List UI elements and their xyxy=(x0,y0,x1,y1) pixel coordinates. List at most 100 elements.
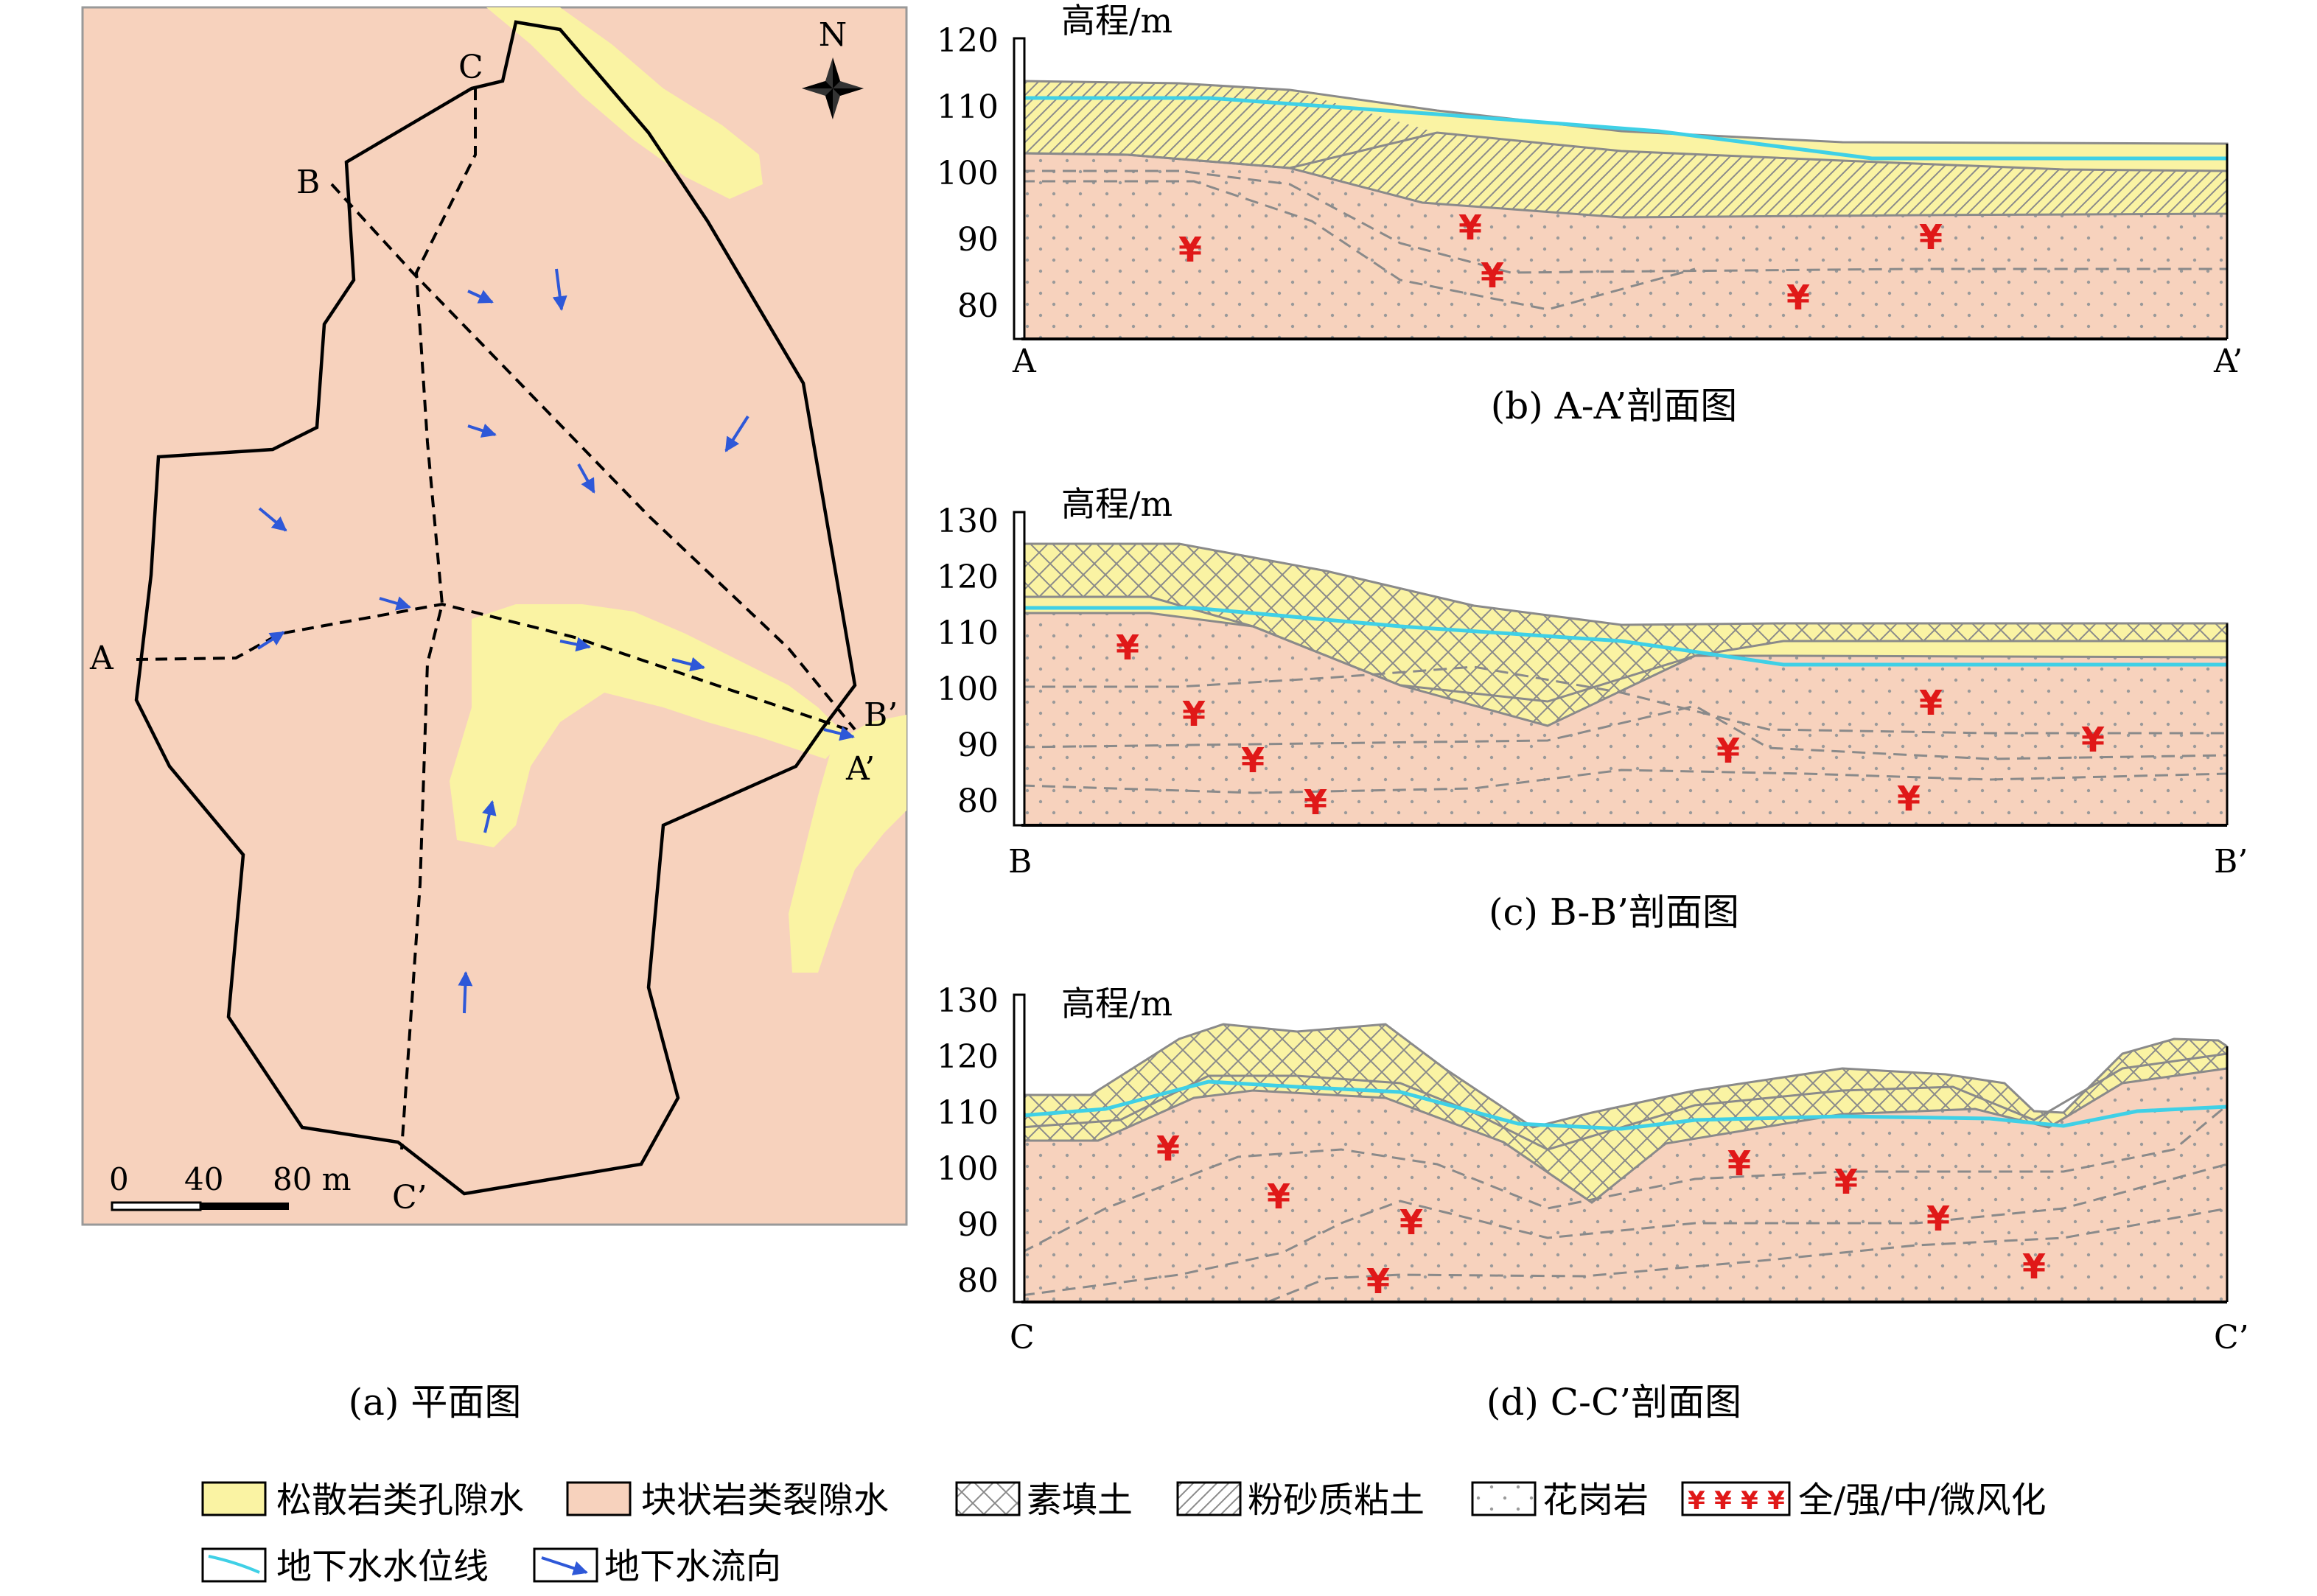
caption-section-a: (b) A-A’剖面图 xyxy=(1491,385,1738,427)
weathering-symbol: ¥ xyxy=(1458,208,1482,248)
section-start-label: A xyxy=(1012,343,1037,380)
weathering-symbol: ¥ xyxy=(1156,1129,1180,1169)
tick-label: 100 xyxy=(937,155,999,192)
fill-soil-a xyxy=(1021,81,2227,171)
plan-label-b-end: B’ xyxy=(864,696,898,734)
legend-label-weather: 全/强/中/微风化 xyxy=(1798,1480,2047,1521)
tick-label: 120 xyxy=(937,559,999,596)
plan-label-c: C xyxy=(458,49,483,86)
bedrock-pattern-c xyxy=(1021,1068,2227,1302)
section-labels-b: 高程/m 130 120 110 100 90 80 B B’ (c) B-B’… xyxy=(937,484,2248,934)
tick-label: 80 xyxy=(957,287,999,325)
weathering-symbol: ¥ xyxy=(1919,217,1943,257)
caption-section-b: (c) B-B’剖面图 xyxy=(1489,891,1739,934)
tick-label: 120 xyxy=(937,1038,999,1076)
weathering-symbol: ¥ xyxy=(1116,628,1139,668)
weathering-symbol: ¥ xyxy=(1786,278,1810,318)
legend-label-silt: 粉砂质粘土 xyxy=(1248,1480,1425,1521)
plan-label-a: A xyxy=(89,640,114,677)
legend-label-water-table: 地下水水位线 xyxy=(276,1546,489,1587)
weathering-symbols: ¥ ¥ ¥ ¥ ¥ ¥ ¥ ¥ ¥ ¥ ¥ ¥ ¥ ¥ ¥ ¥ ¥ ¥ ¥ ¥ … xyxy=(1116,208,2105,1301)
weathering-symbol: ¥ xyxy=(1399,1203,1423,1242)
tick-label: 120 xyxy=(937,22,999,60)
section-lines xyxy=(136,88,856,1150)
tick-label: 110 xyxy=(937,1094,999,1132)
axis-title: 高程/m xyxy=(1061,984,1173,1023)
section-line-b xyxy=(330,183,856,731)
tick-label: 130 xyxy=(937,982,999,1020)
flow-arrow xyxy=(258,507,287,532)
section-start-label: B xyxy=(1008,843,1032,881)
water-table-a xyxy=(1021,96,2227,161)
site-boundary xyxy=(134,20,857,1196)
tick-label: 90 xyxy=(957,727,999,764)
tick-label: 100 xyxy=(937,671,999,708)
section-labels-a: 高程/m 120 110 100 90 80 A A’ (b) A-A’剖面图 xyxy=(937,1,2243,427)
flow-arrow xyxy=(724,415,749,452)
axis-title: 高程/m xyxy=(1061,1,1173,41)
flow-arrow xyxy=(256,631,285,650)
water-table-c xyxy=(1021,1079,2228,1131)
fill-pattern-c xyxy=(1021,1024,2227,1203)
section-line-c xyxy=(400,88,477,1150)
legend-swatch-water-table xyxy=(201,1547,267,1583)
scale-label-80m: 80 m xyxy=(273,1161,352,1197)
weathering-symbol: ¥ xyxy=(1481,256,1504,295)
weathering-symbol: ¥ xyxy=(1304,783,1327,822)
section-end-label: A’ xyxy=(2213,343,2243,380)
plan-view: N A B C B’ A’ C’ 0 40 80 m xyxy=(81,6,908,1226)
tick-label: 90 xyxy=(957,1206,999,1244)
section-labels-c: 高程/m 130 120 110 100 90 80 C C’ (d) C-C’… xyxy=(937,982,2249,1424)
weathering-symbol: ¥ xyxy=(1267,1177,1290,1217)
flow-arrow xyxy=(467,290,494,304)
caption-section-c: (d) C-C’剖面图 xyxy=(1486,1381,1741,1424)
tick-label: 90 xyxy=(957,221,999,259)
bedrock-pattern-a xyxy=(1021,153,2227,339)
weathering-symbol: ¥ xyxy=(2081,720,2105,760)
scale-bar: 0 40 80 m xyxy=(109,1161,352,1211)
legend-swatch-fill xyxy=(955,1481,1021,1516)
flow-arrow xyxy=(379,596,411,611)
section-end-label: B’ xyxy=(2214,843,2248,881)
legend-swatch-block xyxy=(566,1481,632,1516)
flow-arrow xyxy=(823,726,855,741)
weathering-symbol: ¥ xyxy=(1182,694,1206,734)
weathering-symbol: ¥ xyxy=(1741,1486,1758,1516)
plan-label-b: B xyxy=(296,164,320,201)
weathering-symbol: ¥ xyxy=(1926,1199,1950,1239)
legend-label-block: 块状岩类裂隙水 xyxy=(641,1480,889,1521)
legend-swatch-weather xyxy=(1681,1481,1791,1516)
scale-label-40: 40 xyxy=(184,1161,223,1197)
flow-arrow xyxy=(671,657,705,672)
weathering-symbol: ¥ xyxy=(1834,1162,1858,1202)
axis-title: 高程/m xyxy=(1061,484,1173,524)
legend-swatch-loose xyxy=(201,1481,267,1516)
weathering-symbol: ¥ xyxy=(1897,779,1921,819)
tick-label: 110 xyxy=(937,615,999,652)
section-a xyxy=(1013,37,2229,340)
legend-label-loose: 松散岩类孔隙水 xyxy=(276,1480,524,1521)
flow-arrow-icon xyxy=(541,1556,588,1575)
tick-label: 100 xyxy=(937,1150,999,1188)
weathering-symbol: ¥ xyxy=(1178,230,1202,270)
legend: 松散岩类孔隙水 块状岩类裂隙水 素填土 粉砂质粘土 花岗岩 ¥ ¥ ¥ ¥ 全/… xyxy=(201,1480,2047,1587)
flow-arrow xyxy=(482,800,497,833)
flow-arrow xyxy=(577,463,595,494)
section-line-a xyxy=(136,602,848,731)
legend-swatch-silt xyxy=(1176,1481,1242,1516)
section-start-label: C xyxy=(1010,1319,1035,1357)
weathering-symbol: ¥ xyxy=(1767,1486,1785,1516)
legend-swatch-granite xyxy=(1471,1481,1537,1516)
section-end-label: C’ xyxy=(2214,1319,2249,1357)
weathering-symbol: ¥ xyxy=(1688,1486,1705,1516)
fill-pattern-b xyxy=(1021,544,2227,726)
plan-label-c-end: C’ xyxy=(392,1179,427,1217)
tick-label: 130 xyxy=(937,503,999,540)
weathering-symbol: ¥ xyxy=(1241,741,1265,780)
flow-arrow xyxy=(467,423,497,438)
legend-label-fill: 素填土 xyxy=(1027,1480,1133,1521)
legend-label-granite: 花岗岩 xyxy=(1542,1480,1649,1521)
weathering-symbol: ¥ xyxy=(1919,683,1943,723)
tick-label: 80 xyxy=(957,1262,999,1300)
loose-zone-center xyxy=(450,604,848,847)
